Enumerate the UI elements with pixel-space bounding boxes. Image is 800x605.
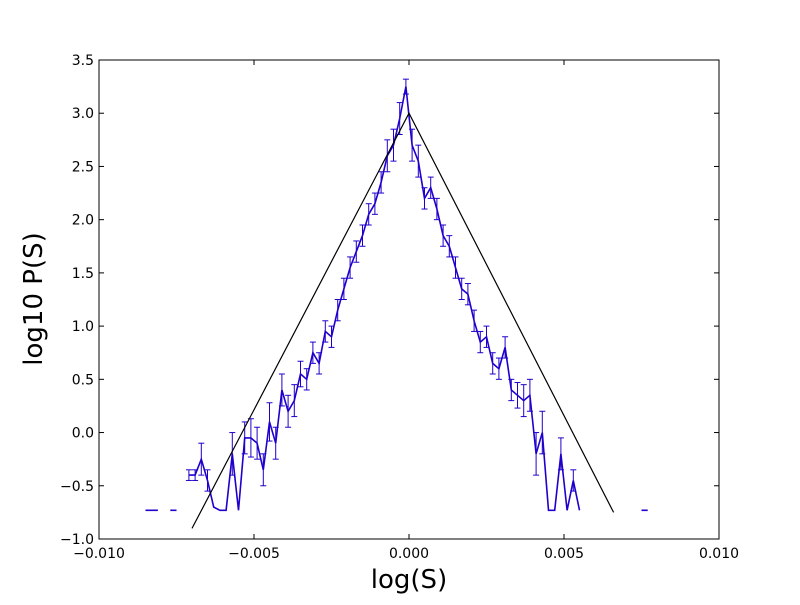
y-tick-label: 1.0 — [72, 319, 94, 335]
ticks-layer: −0.010 −0.005 0.000 0.005 0.010 −1.0 −0.5 0.0 0.… — [60, 53, 739, 562]
y-tick-label: 1.5 — [72, 266, 94, 282]
y-tick-label: 3.0 — [72, 106, 94, 122]
x-tick-label: 0.010 — [699, 546, 739, 562]
y-tick-label: 3.5 — [72, 53, 94, 69]
series-layer — [145, 78, 648, 529]
y-tick-label: 0.5 — [72, 372, 94, 388]
x-tick-label: −0.010 — [73, 546, 125, 562]
fit-line — [191, 111, 615, 529]
y-tick-label: 0.0 — [72, 426, 94, 442]
series-line — [188, 86, 581, 512]
x-tick-label: 0.005 — [544, 546, 584, 562]
x-tick-label: −0.005 — [228, 546, 280, 562]
x-tick-label: 0.000 — [389, 546, 429, 562]
x-axis-label: log(S) — [371, 565, 447, 595]
y-tick-label: 2.0 — [72, 213, 94, 229]
plot-background — [99, 60, 719, 539]
y-tick-label: −0.5 — [60, 479, 94, 495]
y-tick-label: −1.0 — [60, 532, 94, 548]
y-tick-label: 2.5 — [72, 159, 94, 175]
y-axis-label: log10 P(S) — [19, 232, 49, 365]
